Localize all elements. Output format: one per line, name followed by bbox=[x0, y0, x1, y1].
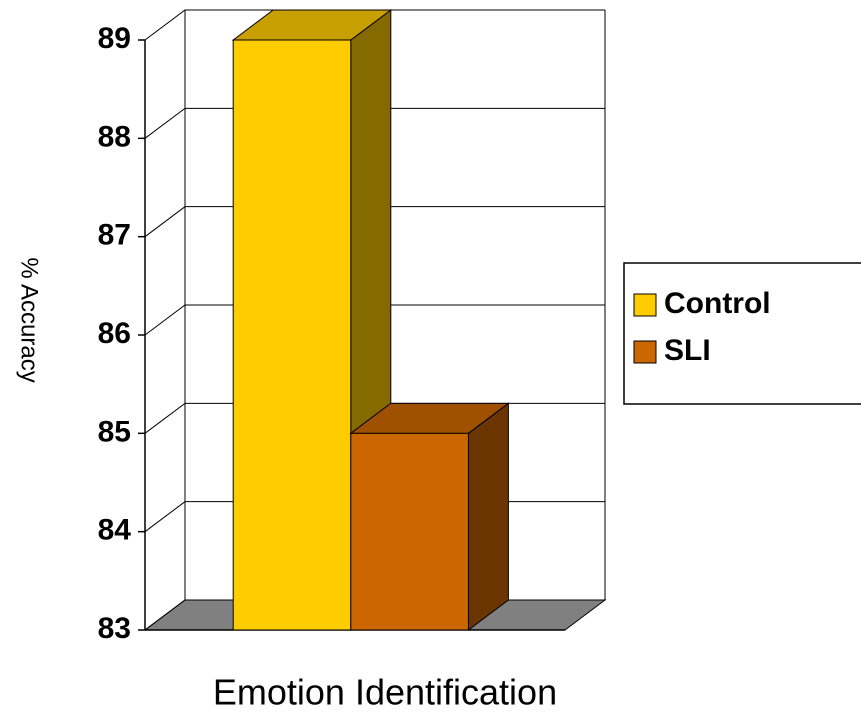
y-tick-label: 88 bbox=[98, 120, 131, 153]
grid-line bbox=[144, 9, 605, 41]
legend-box bbox=[623, 262, 861, 405]
grid-line bbox=[144, 304, 605, 336]
bar-front bbox=[232, 39, 352, 631]
y-tick-label: 86 bbox=[98, 317, 131, 350]
legend-label: SLI bbox=[664, 334, 711, 367]
legend-label: Control bbox=[664, 287, 771, 320]
y-tick-label: 85 bbox=[98, 415, 131, 448]
grid-line bbox=[144, 206, 605, 238]
legend-swatch bbox=[633, 340, 657, 364]
y-tick-label: 83 bbox=[98, 612, 131, 645]
legend-swatch bbox=[633, 293, 657, 317]
x-category-label: Emotion Identification bbox=[213, 672, 557, 713]
bar bbox=[349, 402, 510, 631]
bar-front bbox=[350, 432, 469, 631]
y-tick-label: 84 bbox=[98, 514, 132, 547]
y-axis-label: % Accuracy bbox=[16, 257, 43, 382]
y-tick-label: 89 bbox=[98, 22, 131, 55]
bar-side bbox=[467, 402, 509, 631]
y-tick-label: 87 bbox=[98, 219, 131, 252]
grid-line bbox=[144, 107, 605, 139]
